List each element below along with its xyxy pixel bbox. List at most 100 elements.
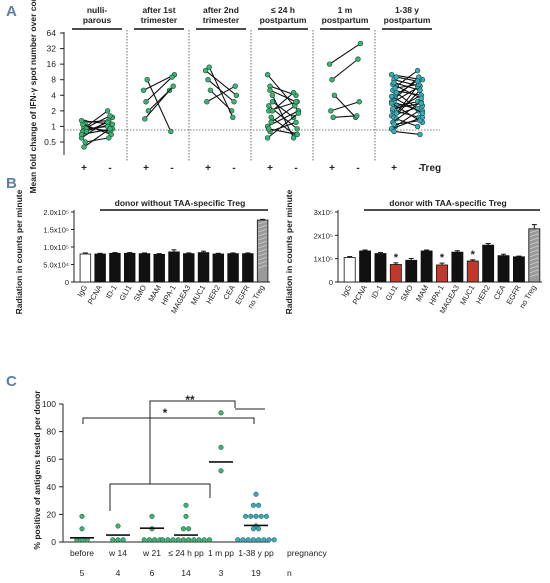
bar: [497, 255, 510, 283]
n-value: 19: [251, 568, 261, 578]
data-point-treg-plus: [267, 87, 273, 93]
category-label: MUC1: [458, 284, 476, 307]
pair-line: [392, 102, 422, 110]
data-point: [250, 537, 256, 543]
bar-hatch: [258, 264, 268, 269]
bar-hatch: [529, 241, 539, 246]
data-point-treg-plus: [269, 99, 276, 105]
bar: [405, 259, 418, 283]
bar: [79, 253, 92, 283]
pair-line: [86, 121, 108, 132]
data-point-treg-plus: [393, 74, 400, 80]
data-point-treg-minus: [233, 92, 240, 98]
data-point-treg-minus: [355, 56, 361, 62]
sig-star-2: **: [185, 393, 195, 407]
pair-line: [86, 125, 108, 130]
sig-bracket-outer: [82, 417, 255, 424]
pair-line: [271, 95, 295, 139]
x-tick-plus: +: [205, 163, 211, 174]
data-point-treg-minus: [109, 121, 116, 127]
x-tick-plus: +: [143, 163, 149, 174]
data-point-treg-plus: [388, 100, 395, 106]
data-point-treg-plus: [266, 103, 272, 109]
data-point: [160, 537, 166, 543]
bar: [123, 252, 136, 283]
bar: [183, 253, 195, 283]
data-point-treg-plus: [266, 126, 272, 132]
data-point-treg-plus: [207, 87, 214, 93]
data-point-treg-minus: [293, 119, 299, 126]
data-point: [186, 526, 192, 532]
group-title: postpartum: [322, 15, 369, 25]
n-value: 5: [80, 568, 85, 578]
y-tick-label: 0: [51, 537, 56, 547]
group-title: 1 m: [338, 5, 353, 15]
data-point-treg-minus: [104, 108, 111, 114]
pair-line: [145, 76, 173, 103]
pair-line: [85, 119, 109, 123]
data-point: [243, 513, 249, 519]
y-tick-label: 3x10⁵: [314, 208, 333, 217]
chart-title: donor with TAA-specific Treg: [389, 198, 506, 208]
data-point-treg-plus: [81, 144, 87, 150]
data-point: [253, 513, 259, 519]
data-point: [115, 537, 121, 543]
pair-line: [331, 58, 359, 81]
category-label: ≤ 24 h pp: [168, 548, 204, 558]
bar-hatch: [258, 232, 268, 237]
y-tick-label: 8: [51, 75, 56, 85]
significance-star: *: [394, 252, 399, 264]
data-point: [218, 468, 224, 474]
pair-line: [395, 85, 419, 114]
category-label: SMO: [132, 283, 148, 302]
y-tick-label: 2.0x10⁵: [43, 208, 69, 217]
data-point: [183, 502, 189, 508]
data-point-treg-minus: [294, 131, 300, 138]
y-tick-label: 4: [51, 90, 56, 100]
bar: [242, 253, 254, 283]
data-point-treg-minus: [106, 135, 112, 141]
data-point-treg-minus: [418, 100, 424, 106]
data-point: [256, 502, 262, 508]
panel-c-ylabel: % positive of antigens tested per donor: [32, 390, 42, 550]
data-point: [256, 537, 262, 543]
y-tick-label: 100: [42, 399, 56, 409]
data-point-treg-minus: [357, 40, 364, 47]
data-point-treg-plus: [204, 99, 210, 105]
data-point: [250, 502, 256, 508]
data-point-treg-minus: [107, 126, 113, 132]
data-point-treg-plus: [264, 135, 271, 141]
panel-a: Mean fold change of IFN-γ spot number ov…: [28, 0, 441, 194]
pair-line: [143, 74, 175, 91]
category-label: before: [70, 548, 94, 558]
data-point-treg-minus: [418, 95, 424, 101]
y-tick-label: 2x10⁵: [314, 231, 333, 240]
pair-line: [144, 85, 174, 120]
data-point: [253, 491, 259, 497]
data-point-treg-minus: [230, 114, 236, 121]
bar-hatch: [258, 220, 268, 225]
data-point: [240, 537, 246, 543]
bar-hatch: [258, 248, 268, 253]
data-point-treg-plus: [78, 117, 85, 124]
pair-line: [391, 95, 423, 114]
pair-line: [395, 83, 419, 89]
panel-a-xlabel: Treg: [420, 163, 441, 174]
data-point-treg-plus: [142, 116, 148, 122]
y-tick-label: 32: [47, 44, 57, 54]
category-label: IgG: [75, 283, 89, 298]
x-tick-plus: +: [329, 163, 335, 174]
bar-chart-2: donor with TAA-specific Treg 3x10⁵ 2x10⁵ 1x…: [314, 198, 542, 315]
y-tick-label: 0: [65, 278, 69, 287]
data-point-treg-plus: [391, 128, 397, 135]
x-tick-plus: +: [391, 163, 397, 174]
data-point: [218, 410, 224, 416]
data-point-treg-plus: [202, 67, 209, 74]
panel-b: Radiation in counts per minute Radiation…: [14, 189, 542, 315]
x-tick-minus: -: [418, 163, 421, 174]
data-point-treg-minus: [417, 87, 423, 93]
data-point: [120, 537, 126, 543]
data-point: [196, 537, 202, 543]
pair-line: [206, 85, 236, 103]
data-point-treg-minus: [414, 67, 421, 74]
